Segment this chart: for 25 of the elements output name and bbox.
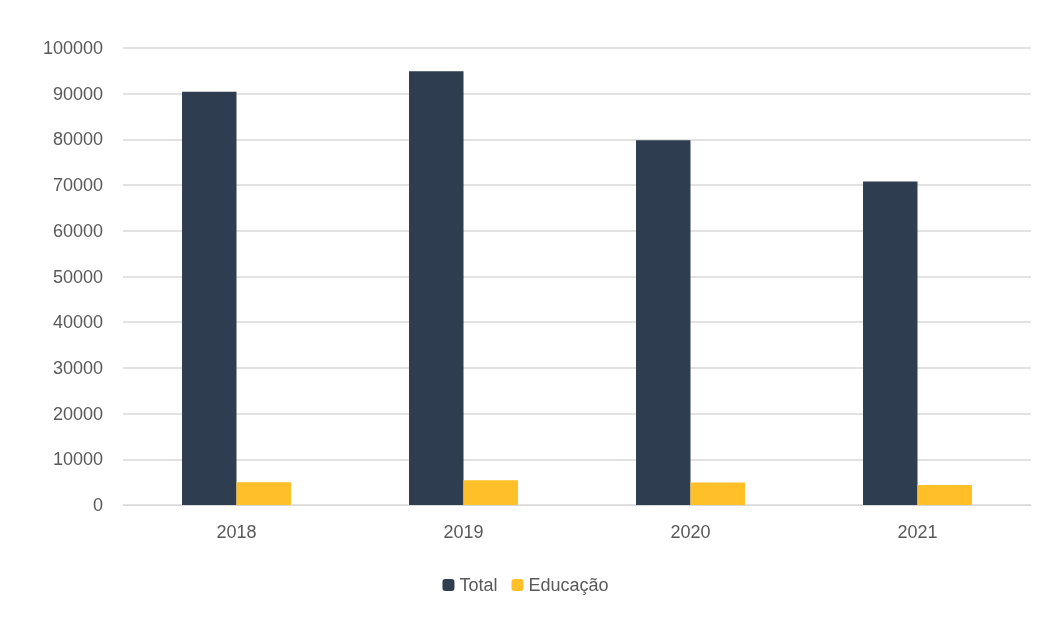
y-tick-label: 40000 <box>52 312 103 333</box>
y-tick-label: 100000 <box>42 38 103 58</box>
legend-label: Total <box>459 575 498 595</box>
bar <box>917 484 972 505</box>
x-tick-label: 2018 <box>216 522 257 542</box>
bar <box>463 480 518 505</box>
bar <box>236 482 291 505</box>
x-tick-label: 2019 <box>443 522 484 542</box>
y-tick-label: 50000 <box>52 266 103 287</box>
y-tick-label: 0 <box>92 495 103 515</box>
y-tick-label: 90000 <box>52 83 103 104</box>
y-tick-label: 30000 <box>52 357 103 378</box>
bar <box>863 181 918 505</box>
y-tick-label: 10000 <box>52 449 103 470</box>
bar <box>690 482 745 505</box>
bar <box>636 140 691 505</box>
bar <box>409 71 464 505</box>
bar <box>182 91 237 505</box>
x-tick-label: 2021 <box>897 522 938 542</box>
y-tick-label: 20000 <box>52 403 103 424</box>
y-tick-label: 60000 <box>52 220 103 241</box>
y-tick-label: 70000 <box>52 175 103 196</box>
y-tick-label: 80000 <box>52 129 103 150</box>
x-tick-label: 2020 <box>670 522 711 542</box>
legend-label: Educação <box>528 575 609 595</box>
